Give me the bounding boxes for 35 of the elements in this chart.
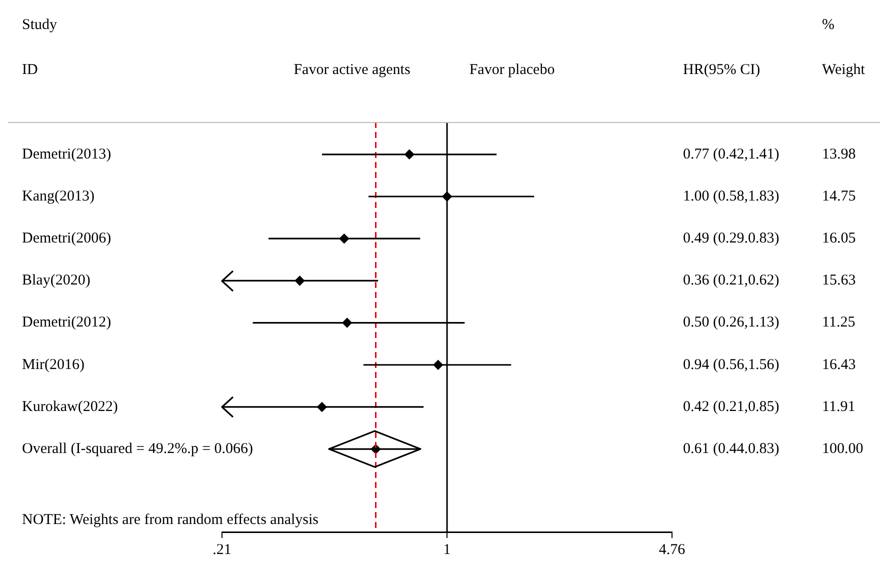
text: 11.91 <box>822 398 856 415</box>
x-tick-label: .21 <box>212 542 232 558</box>
text: 13.98 <box>822 146 856 162</box>
text: 15.63 <box>822 272 856 289</box>
data-label: 0.77 (0.42,1.41) <box>683 146 780 162</box>
y-tick-label: Demetri(2012) <box>22 314 112 331</box>
text: 16.05 <box>822 230 856 247</box>
y-tick-label: Mir(2016) <box>22 356 84 373</box>
text: ID <box>22 62 38 78</box>
text: 14.75 <box>822 188 856 204</box>
data-label: 0.50 (0.26,1.13) <box>683 314 780 331</box>
text: HR(95% CI) <box>683 62 760 78</box>
y-tick-label: Kang(2013) <box>22 188 94 204</box>
y-tick-label: Blay(2020) <box>22 272 90 289</box>
text: 16.43 <box>822 356 856 373</box>
x-tick-label: 4.76 <box>658 542 686 558</box>
text: 11.25 <box>822 314 856 331</box>
text: 100.00 <box>822 441 864 458</box>
text: Study <box>22 16 58 33</box>
data-label: 0.42 (0.21,0.85) <box>683 398 780 415</box>
text: % <box>822 16 834 33</box>
y-tick-label: Demetri(2006) <box>22 230 112 247</box>
data-label: 1.00 (0.58,1.83) <box>683 188 780 204</box>
x-tick-label: 1 <box>443 542 451 558</box>
data-label: 0.94 (0.56,1.56) <box>683 356 780 373</box>
data-label: 0.61 (0.44.0.83) <box>683 441 780 458</box>
text: Favor placebo <box>469 62 555 78</box>
y-tick-label: Overall (I-squared = 49.2%.p = 0.066) <box>22 441 254 458</box>
y-tick-label: Kurokaw(2022) <box>22 398 118 415</box>
text: Weight <box>822 62 866 78</box>
text: NOTE: Weights are from random effects analysis <box>22 512 319 528</box>
text: Favor active agents <box>294 62 410 78</box>
y-tick-label: Demetri(2013) <box>22 146 112 162</box>
data-label: 0.49 (0.29.0.83) <box>683 230 780 247</box>
data-label: 0.36 (0.21,0.62) <box>683 272 780 289</box>
